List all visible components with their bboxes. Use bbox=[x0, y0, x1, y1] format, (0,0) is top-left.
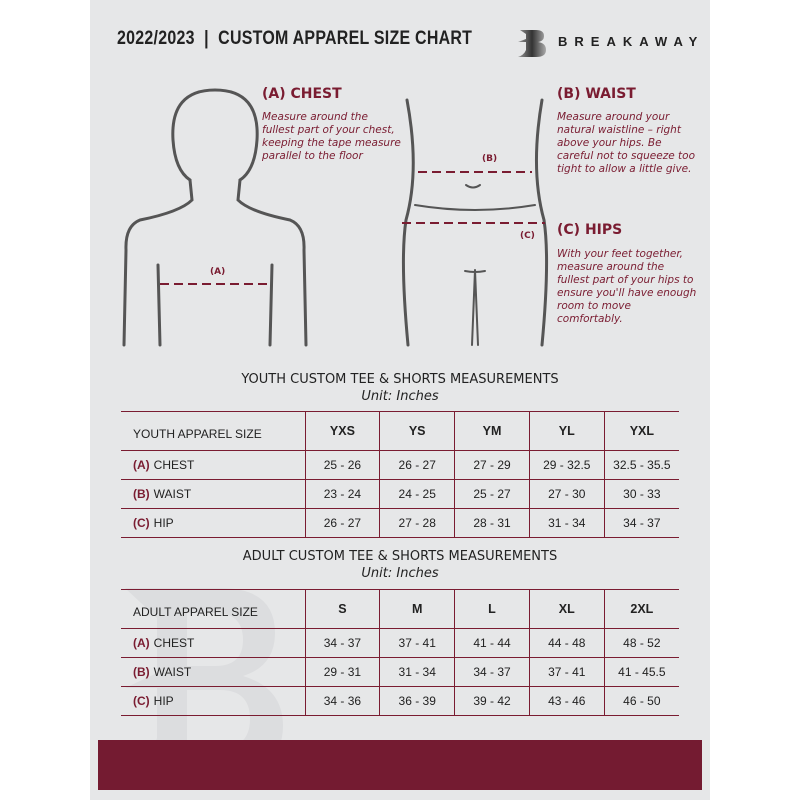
size-header: YXS bbox=[304, 411, 380, 451]
brand-name: BREAKAWAY bbox=[558, 34, 705, 49]
row-code: (B) bbox=[133, 487, 150, 501]
table-cell: 39 - 42 bbox=[454, 686, 530, 716]
row-label: (A) CHEST bbox=[121, 628, 305, 658]
row-name: WAIST bbox=[153, 487, 192, 501]
table-cell: 43 - 46 bbox=[528, 686, 605, 716]
table-cell: 27 - 29 bbox=[454, 450, 530, 480]
table-cell: 25 - 26 bbox=[304, 450, 380, 480]
table-cell: 25 - 27 bbox=[454, 479, 530, 509]
adult-size-table: ADULT APPAREL SIZE S M L XL 2XL (A) CHEST… bbox=[121, 589, 679, 716]
breakaway-logo-icon bbox=[518, 30, 546, 57]
row-name: HIP bbox=[153, 516, 174, 530]
row-label: (C) HIP bbox=[121, 686, 305, 716]
row-label: (A) CHEST bbox=[121, 450, 305, 480]
size-label: YOUTH APPAREL SIZE bbox=[121, 411, 305, 451]
size-header: L bbox=[454, 589, 530, 629]
table-cell: 27 - 30 bbox=[528, 479, 605, 509]
table-row: (C) HIP 26 - 27 27 - 28 28 - 31 31 - 34 3… bbox=[121, 508, 679, 538]
adult-table-title: ADULT CUSTOM TEE & SHORTS MEASUREMENTS bbox=[242, 549, 558, 564]
row-name: HIP bbox=[153, 694, 174, 708]
table-cell: 36 - 39 bbox=[379, 686, 455, 716]
table-row: (B) WAIST 29 - 31 31 - 34 34 - 37 37 - 41… bbox=[121, 657, 679, 687]
adult-table-unit: Unit: Inches bbox=[361, 566, 439, 581]
table-cell: 34 - 37 bbox=[454, 657, 530, 687]
row-code: (A) bbox=[133, 458, 150, 472]
row-label: (B) WAIST bbox=[121, 479, 305, 509]
waist-heading: (B) WAIST bbox=[557, 86, 636, 102]
chest-instructions: Measure around the fullest part of your … bbox=[262, 111, 401, 162]
table-cell: 34 - 36 bbox=[304, 686, 380, 716]
table-cell: 27 - 28 bbox=[379, 508, 455, 538]
table-cell: 26 - 27 bbox=[304, 508, 380, 538]
page-title: 2022/2023 | CUSTOM APPAREL SIZE CHART bbox=[117, 28, 473, 49]
youth-table-unit: Unit: Inches bbox=[361, 389, 439, 404]
table-cell: 31 - 34 bbox=[379, 657, 455, 687]
hips-marker: (C) bbox=[520, 231, 535, 241]
size-header: YL bbox=[528, 411, 605, 451]
table-header-row: YOUTH APPAREL SIZE YXS YS YM YL YXL bbox=[121, 411, 679, 451]
upper-body-silhouette bbox=[122, 88, 308, 347]
size-header: YXL bbox=[603, 411, 679, 451]
table-cell: 41 - 44 bbox=[454, 628, 530, 658]
size-label: ADULT APPAREL SIZE bbox=[121, 589, 305, 629]
size-header: YS bbox=[379, 411, 455, 451]
row-code: (C) bbox=[133, 694, 150, 708]
table-cell: 24 - 25 bbox=[379, 479, 455, 509]
row-name: CHEST bbox=[153, 636, 195, 650]
table-cell: 48 - 52 bbox=[603, 628, 679, 658]
table-row: (A) CHEST 25 - 26 26 - 27 27 - 29 29 - 32… bbox=[121, 450, 679, 480]
row-name: WAIST bbox=[153, 665, 192, 679]
table-cell: 37 - 41 bbox=[379, 628, 455, 658]
table-cell: 46 - 50 bbox=[603, 686, 679, 716]
row-name: CHEST bbox=[153, 458, 195, 472]
lower-body-silhouette bbox=[401, 98, 549, 347]
table-header-row: ADULT APPAREL SIZE S M L XL 2XL bbox=[121, 589, 679, 629]
size-chart-page: 2022/2023 | CUSTOM APPAREL SIZE CHART BR… bbox=[90, 0, 710, 800]
size-header: YM bbox=[454, 411, 530, 451]
table-cell: 29 - 32.5 bbox=[528, 450, 605, 480]
size-header: S bbox=[304, 589, 380, 629]
table-cell: 44 - 48 bbox=[528, 628, 605, 658]
chest-marker: (A) bbox=[210, 267, 226, 277]
hips-heading: (C) HIPS bbox=[557, 222, 623, 238]
body-measurement-illustration bbox=[122, 88, 549, 347]
table-cell: 37 - 41 bbox=[528, 657, 605, 687]
table-cell: 34 - 37 bbox=[304, 628, 380, 658]
row-code: (B) bbox=[133, 665, 150, 679]
row-label: (C) HIP bbox=[121, 508, 305, 538]
table-cell: 32.5 - 35.5 bbox=[603, 450, 679, 480]
table-cell: 34 - 37 bbox=[603, 508, 679, 538]
waist-instructions: Measure around your natural waistline – … bbox=[557, 111, 695, 175]
hips-instructions: With your feet together, measure around … bbox=[557, 248, 697, 325]
size-header: 2XL bbox=[603, 589, 679, 629]
table-cell: 30 - 33 bbox=[603, 479, 679, 509]
footer-band bbox=[98, 740, 702, 790]
youth-size-table: YOUTH APPAREL SIZE YXS YS YM YL YXL (A) C… bbox=[121, 411, 679, 538]
size-header: XL bbox=[528, 589, 605, 629]
row-code: (C) bbox=[133, 516, 150, 530]
row-code: (A) bbox=[133, 636, 150, 650]
row-label: (B) WAIST bbox=[121, 657, 305, 687]
table-cell: 26 - 27 bbox=[379, 450, 455, 480]
waist-marker: (B) bbox=[482, 154, 498, 164]
chest-heading: (A) CHEST bbox=[262, 86, 342, 102]
table-row: (A) CHEST 34 - 37 37 - 41 41 - 44 44 - 48… bbox=[121, 628, 679, 658]
size-header: M bbox=[379, 589, 455, 629]
table-cell: 41 - 45.5 bbox=[603, 657, 679, 687]
table-cell: 31 - 34 bbox=[528, 508, 605, 538]
table-row: (C) HIP 34 - 36 36 - 39 39 - 42 43 - 46 4… bbox=[121, 686, 679, 716]
youth-table-title: YOUTH CUSTOM TEE & SHORTS MEASUREMENTS bbox=[241, 372, 559, 387]
table-row: (B) WAIST 23 - 24 24 - 25 25 - 27 27 - 30… bbox=[121, 479, 679, 509]
table-cell: 28 - 31 bbox=[454, 508, 530, 538]
table-cell: 29 - 31 bbox=[304, 657, 380, 687]
table-cell: 23 - 24 bbox=[304, 479, 380, 509]
